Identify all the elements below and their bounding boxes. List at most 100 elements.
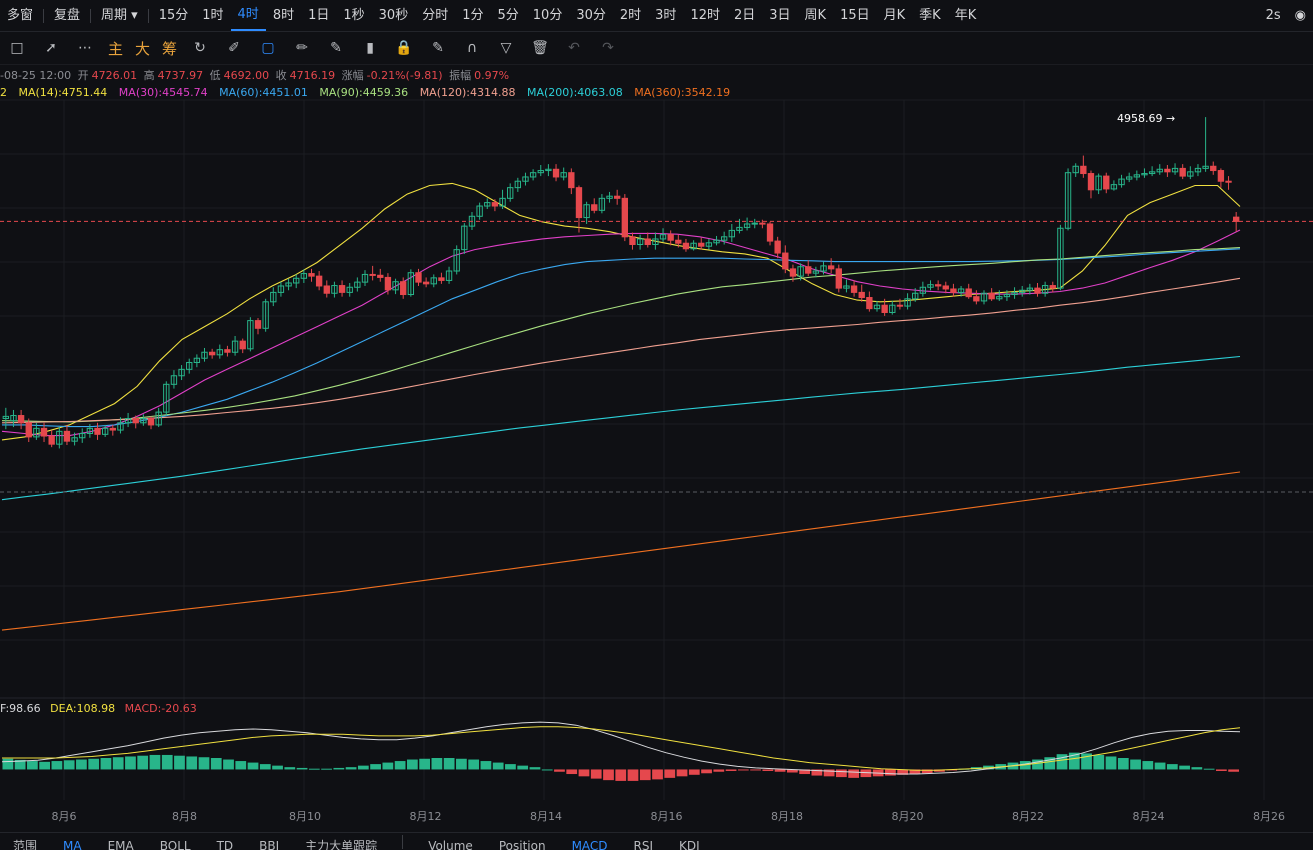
period-3[interactable]: 15分 [158, 8, 189, 23]
period-7[interactable]: 1日 [308, 8, 330, 23]
refresh-icon[interactable]: ↻ [194, 40, 206, 56]
candle-body [1087, 173, 1095, 191]
tab-main-order[interactable]: 主力大单跟踪 [305, 839, 378, 850]
candle-body [1225, 180, 1232, 183]
candle-body [407, 272, 415, 296]
candle-body [759, 222, 766, 225]
period-13[interactable]: 10分 [532, 8, 563, 23]
more-icon[interactable]: ⋯ [78, 40, 92, 56]
period-21[interactable]: 15日 [840, 8, 870, 23]
period-12[interactable]: 5分 [497, 8, 519, 23]
candle-body [568, 172, 575, 189]
candle-body [843, 285, 850, 289]
candle-body [25, 422, 32, 438]
candle-body [17, 415, 25, 424]
candle-body [560, 172, 567, 178]
refresh-rate[interactable]: 2s [1265, 8, 1281, 23]
tab-ma[interactable]: MA [63, 839, 82, 850]
macd-bar [603, 769, 614, 781]
period-15[interactable]: 2时 [619, 8, 642, 23]
period-9[interactable]: 30秒 [378, 8, 409, 23]
candle-body [507, 187, 514, 199]
period-18[interactable]: 2日 [733, 8, 756, 23]
undo-icon[interactable]: ↶ [568, 40, 580, 56]
brush-icon[interactable]: ✎ [330, 40, 342, 56]
period-4[interactable]: 1时 [202, 8, 224, 23]
period-8[interactable]: 1秒 [343, 8, 365, 23]
macd-bar [125, 756, 136, 770]
trend-line-icon[interactable]: ➚ [45, 40, 57, 56]
candle-body [1133, 174, 1141, 178]
macd-bar [76, 759, 87, 770]
candle-body [40, 427, 48, 437]
tab-kdj[interactable]: KDJ [679, 839, 700, 850]
candle-body [354, 281, 361, 288]
ruler-icon[interactable]: ✏ [296, 40, 308, 56]
magnet-icon[interactable]: ∩ [466, 40, 478, 56]
macd-bar [590, 769, 602, 779]
rectangle-icon[interactable]: □ [10, 40, 24, 56]
tab-volume[interactable]: Volume [428, 839, 473, 850]
candle-body [766, 223, 774, 242]
macd-panel [1, 721, 1241, 781]
period-5[interactable]: 4时 [230, 0, 266, 31]
candle-body [1156, 168, 1163, 173]
candle-body [1041, 285, 1049, 294]
macd-bar [529, 767, 541, 770]
lock-icon[interactable]: 🔒 [395, 40, 413, 56]
x-tick-label: 8月8 [172, 810, 197, 823]
redo-icon[interactable]: ↷ [602, 40, 614, 56]
candle-body [1072, 165, 1079, 174]
large-order-toggle[interactable]: 大 [135, 39, 151, 58]
tab-td[interactable]: TD [216, 839, 234, 850]
candle-body [912, 292, 919, 300]
open-value: 4726.01 [91, 69, 138, 82]
chips-toggle[interactable]: 筹 [162, 39, 178, 58]
period-2[interactable]: 周期 ▾ [101, 8, 138, 23]
high-annotation: 4958.69 → [1117, 112, 1175, 125]
period-17[interactable]: 12时 [690, 8, 720, 23]
macd-bar [639, 769, 651, 781]
period-24[interactable]: 年K [954, 8, 977, 23]
macd-bar [786, 769, 798, 773]
period-19[interactable]: 3日 [769, 8, 791, 23]
draw-mode-icon[interactable]: ▢ [261, 40, 275, 56]
candle-body [675, 239, 682, 244]
trash-icon[interactable]: 🗑 [531, 40, 549, 56]
period-0[interactable]: 多窗 [7, 8, 34, 23]
candles-icon[interactable]: ▮ [366, 40, 374, 56]
tab-bbi[interactable]: BBI [259, 839, 280, 850]
note-icon[interactable]: ✎ [432, 40, 444, 56]
tab-position[interactable]: Position [498, 839, 546, 850]
macd-bar [468, 759, 480, 770]
tab-ema[interactable]: EMA [107, 839, 134, 850]
tab-boll[interactable]: BOLL [159, 839, 191, 850]
period-16[interactable]: 3时 [655, 8, 677, 23]
macd-bar [39, 761, 51, 770]
period-11[interactable]: 1分 [462, 8, 484, 23]
candle-body [86, 427, 94, 434]
period-20[interactable]: 周K [804, 8, 827, 23]
main-indicator-toggle[interactable]: 主 [108, 39, 124, 58]
macd-bar [860, 769, 872, 778]
macd-bar [823, 769, 835, 777]
tab-macd[interactable]: MACD [571, 839, 608, 850]
macd-bar [1105, 756, 1117, 770]
macd-bar [505, 764, 516, 770]
macd-bar [272, 765, 283, 770]
filter-icon[interactable]: ▽ [500, 40, 512, 56]
ma-legend-prefix: 2 [0, 86, 7, 99]
candle-body [1187, 171, 1194, 177]
draw-tools-icon[interactable]: ✐ [228, 40, 240, 56]
period-14[interactable]: 30分 [576, 8, 606, 23]
tab-rsi[interactable]: RSI [633, 839, 654, 850]
period-10[interactable]: 分时 [422, 8, 449, 23]
period-23[interactable]: 季K [919, 8, 941, 23]
tab-range[interactable]: 范围 [13, 839, 38, 850]
moving-average-lines [1, 182, 1241, 631]
period-1[interactable]: 复盘 [54, 8, 81, 23]
period-22[interactable]: 月K [883, 8, 906, 23]
period-6[interactable]: 8时 [272, 8, 295, 23]
camera-icon[interactable]: ◉ [1294, 8, 1306, 23]
